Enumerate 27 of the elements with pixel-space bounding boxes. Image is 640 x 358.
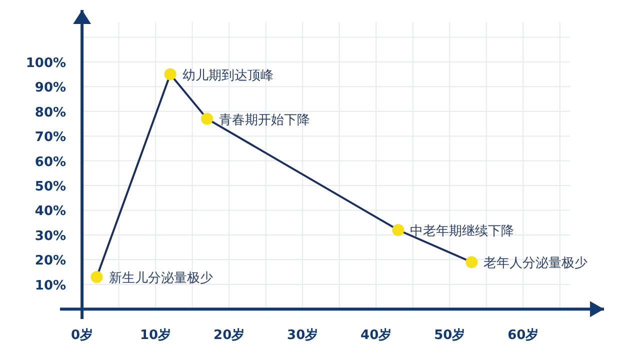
y-tick-label: 40% xyxy=(34,204,66,220)
point xyxy=(466,256,478,268)
y-tick-label: 50% xyxy=(34,180,66,195)
x-tick-label: 50岁 xyxy=(434,328,466,344)
y-tick-label: 20% xyxy=(34,254,66,269)
annotation: 幼儿期到达顶峰 xyxy=(182,68,274,84)
point xyxy=(164,68,176,80)
x-tick-label: 20岁 xyxy=(214,328,245,344)
annotation: 青春期开始下降 xyxy=(219,112,310,128)
annotation: 新生儿分泌量极少 xyxy=(108,270,213,286)
y-tick-label: 80% xyxy=(34,105,66,120)
y-tick-label: 70% xyxy=(34,130,66,146)
y-tick-label: 60% xyxy=(34,154,66,170)
y-tick-label: 100% xyxy=(26,56,66,71)
x-tick-label: 10岁 xyxy=(140,328,172,344)
x-tick-label: 30岁 xyxy=(287,328,318,344)
annotation: 老年人分泌量极少 xyxy=(484,256,588,272)
x-tick-label: 0岁 xyxy=(71,328,94,344)
y-tick-label: 10% xyxy=(34,278,66,294)
x-tick-label: 60岁 xyxy=(508,328,539,344)
x-tick-label: 40岁 xyxy=(360,328,392,344)
y-tick-label: 30% xyxy=(34,228,66,244)
point xyxy=(90,270,103,283)
point xyxy=(201,112,214,125)
point xyxy=(392,224,404,236)
y-tick-label: 90% xyxy=(34,80,66,96)
annotation: 中老年期继续下降 xyxy=(410,224,514,240)
